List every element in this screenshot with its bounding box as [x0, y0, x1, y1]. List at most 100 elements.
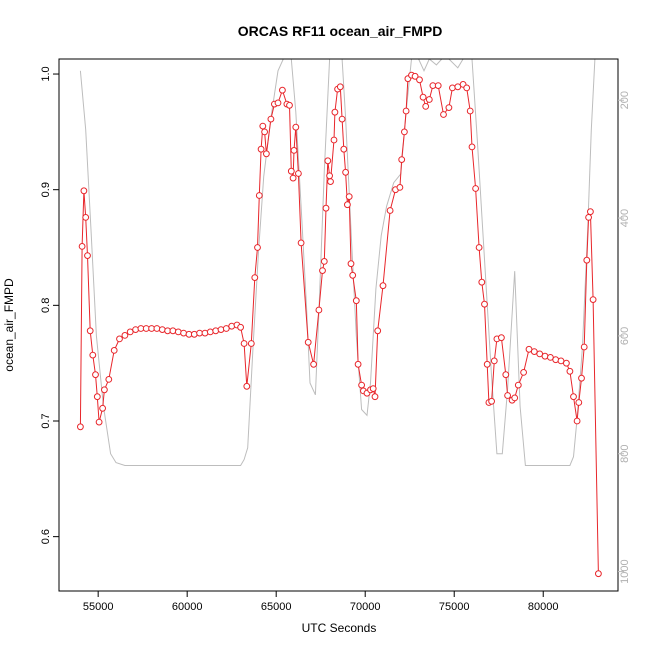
data-point — [342, 168, 350, 176]
y-tick-label: 0.9 — [40, 182, 52, 197]
data-point — [396, 184, 404, 191]
data-point — [259, 122, 267, 130]
data-point — [331, 108, 339, 116]
data-point — [324, 157, 332, 165]
data-point — [583, 256, 591, 264]
data-point — [95, 418, 103, 426]
data-point — [206, 328, 214, 336]
data-point — [320, 258, 328, 265]
data-point — [541, 352, 549, 360]
data-point — [78, 243, 86, 250]
data-point — [585, 214, 592, 221]
data-point — [511, 394, 519, 402]
data-point — [263, 150, 270, 158]
x-axis: 55000 60000 65000 70000 75000 80000 — [83, 591, 559, 613]
secondary-series — [79, 59, 596, 466]
data-point — [425, 96, 433, 103]
main-series-line — [79, 74, 599, 574]
data-point — [322, 204, 330, 212]
data-point — [297, 239, 305, 247]
data-point — [267, 115, 275, 123]
data-point — [502, 371, 510, 379]
data-point — [347, 260, 355, 268]
data-point — [295, 170, 302, 177]
data-point — [483, 360, 491, 368]
y-axis-label: ocean_air_FMPD — [2, 278, 16, 372]
y2-axis-right: 200 400 600 800 1000 — [618, 91, 631, 584]
data-point — [401, 128, 408, 136]
y-tick-label: 0.6 — [40, 529, 52, 544]
data-point — [326, 172, 334, 180]
x-axis-label: UTC Seconds — [302, 621, 377, 635]
y2-tick-label: 400 — [619, 209, 631, 227]
data-point — [287, 167, 295, 175]
data-point — [292, 123, 300, 131]
data-point — [595, 570, 602, 578]
chart-title: ORCAS RF11 ocean_air_FMPD — [238, 23, 443, 39]
data-point — [89, 351, 97, 359]
data-point — [105, 376, 113, 383]
data-point — [468, 143, 476, 151]
data-point — [315, 306, 323, 314]
data-point — [344, 201, 351, 209]
data-point — [237, 323, 245, 331]
data-point — [327, 178, 334, 186]
data-point — [449, 84, 456, 92]
data-point — [289, 174, 297, 182]
data-point — [440, 111, 447, 118]
data-point — [336, 83, 344, 91]
data-point — [354, 360, 362, 368]
x-tick-label: 55000 — [83, 601, 114, 613]
data-point — [82, 214, 90, 221]
data-point — [575, 399, 583, 406]
data-point — [286, 101, 293, 109]
data-point — [243, 382, 251, 390]
data-point — [386, 207, 394, 214]
data-point — [304, 338, 312, 346]
y2-tick-label: 600 — [619, 327, 631, 345]
x-tick-label: 75000 — [439, 601, 470, 613]
data-point — [180, 329, 188, 337]
data-point — [578, 374, 585, 382]
data-point — [374, 327, 382, 335]
x-tick-label: 80000 — [528, 601, 559, 613]
data-point — [247, 340, 255, 347]
data-point — [349, 271, 357, 279]
data-point — [319, 267, 326, 275]
data-point — [255, 192, 263, 199]
x-tick-label: 65000 — [261, 601, 292, 613]
data-point — [93, 393, 101, 401]
data-point — [345, 193, 353, 201]
data-point — [411, 72, 419, 80]
y2-tick-label: 1000 — [619, 559, 631, 583]
data-point — [369, 385, 377, 393]
data-point — [488, 397, 496, 405]
data-point — [77, 423, 84, 431]
data-point — [563, 359, 570, 367]
data-point — [434, 82, 442, 89]
data-point — [257, 145, 265, 153]
data-point — [463, 84, 471, 92]
main-series — [77, 71, 602, 578]
data-point — [330, 136, 338, 144]
data-point — [475, 244, 483, 251]
data-point — [254, 244, 261, 251]
data-point — [338, 115, 346, 123]
data-point — [419, 93, 427, 101]
data-point — [251, 274, 259, 282]
data-point — [566, 367, 574, 375]
data-point — [80, 187, 88, 195]
data-point — [371, 393, 379, 401]
data-point — [416, 76, 423, 84]
data-point — [587, 208, 594, 216]
data-point — [514, 381, 522, 389]
y-axis: 0.6 0.7 0.8 0.9 1.0 — [40, 66, 59, 544]
data-point — [398, 156, 406, 164]
data-point — [379, 282, 387, 290]
data-point — [116, 335, 123, 343]
secondary-series-line — [79, 59, 596, 466]
data-point — [169, 327, 177, 335]
data-point — [240, 340, 248, 347]
y-tick-label: 0.8 — [40, 298, 52, 313]
